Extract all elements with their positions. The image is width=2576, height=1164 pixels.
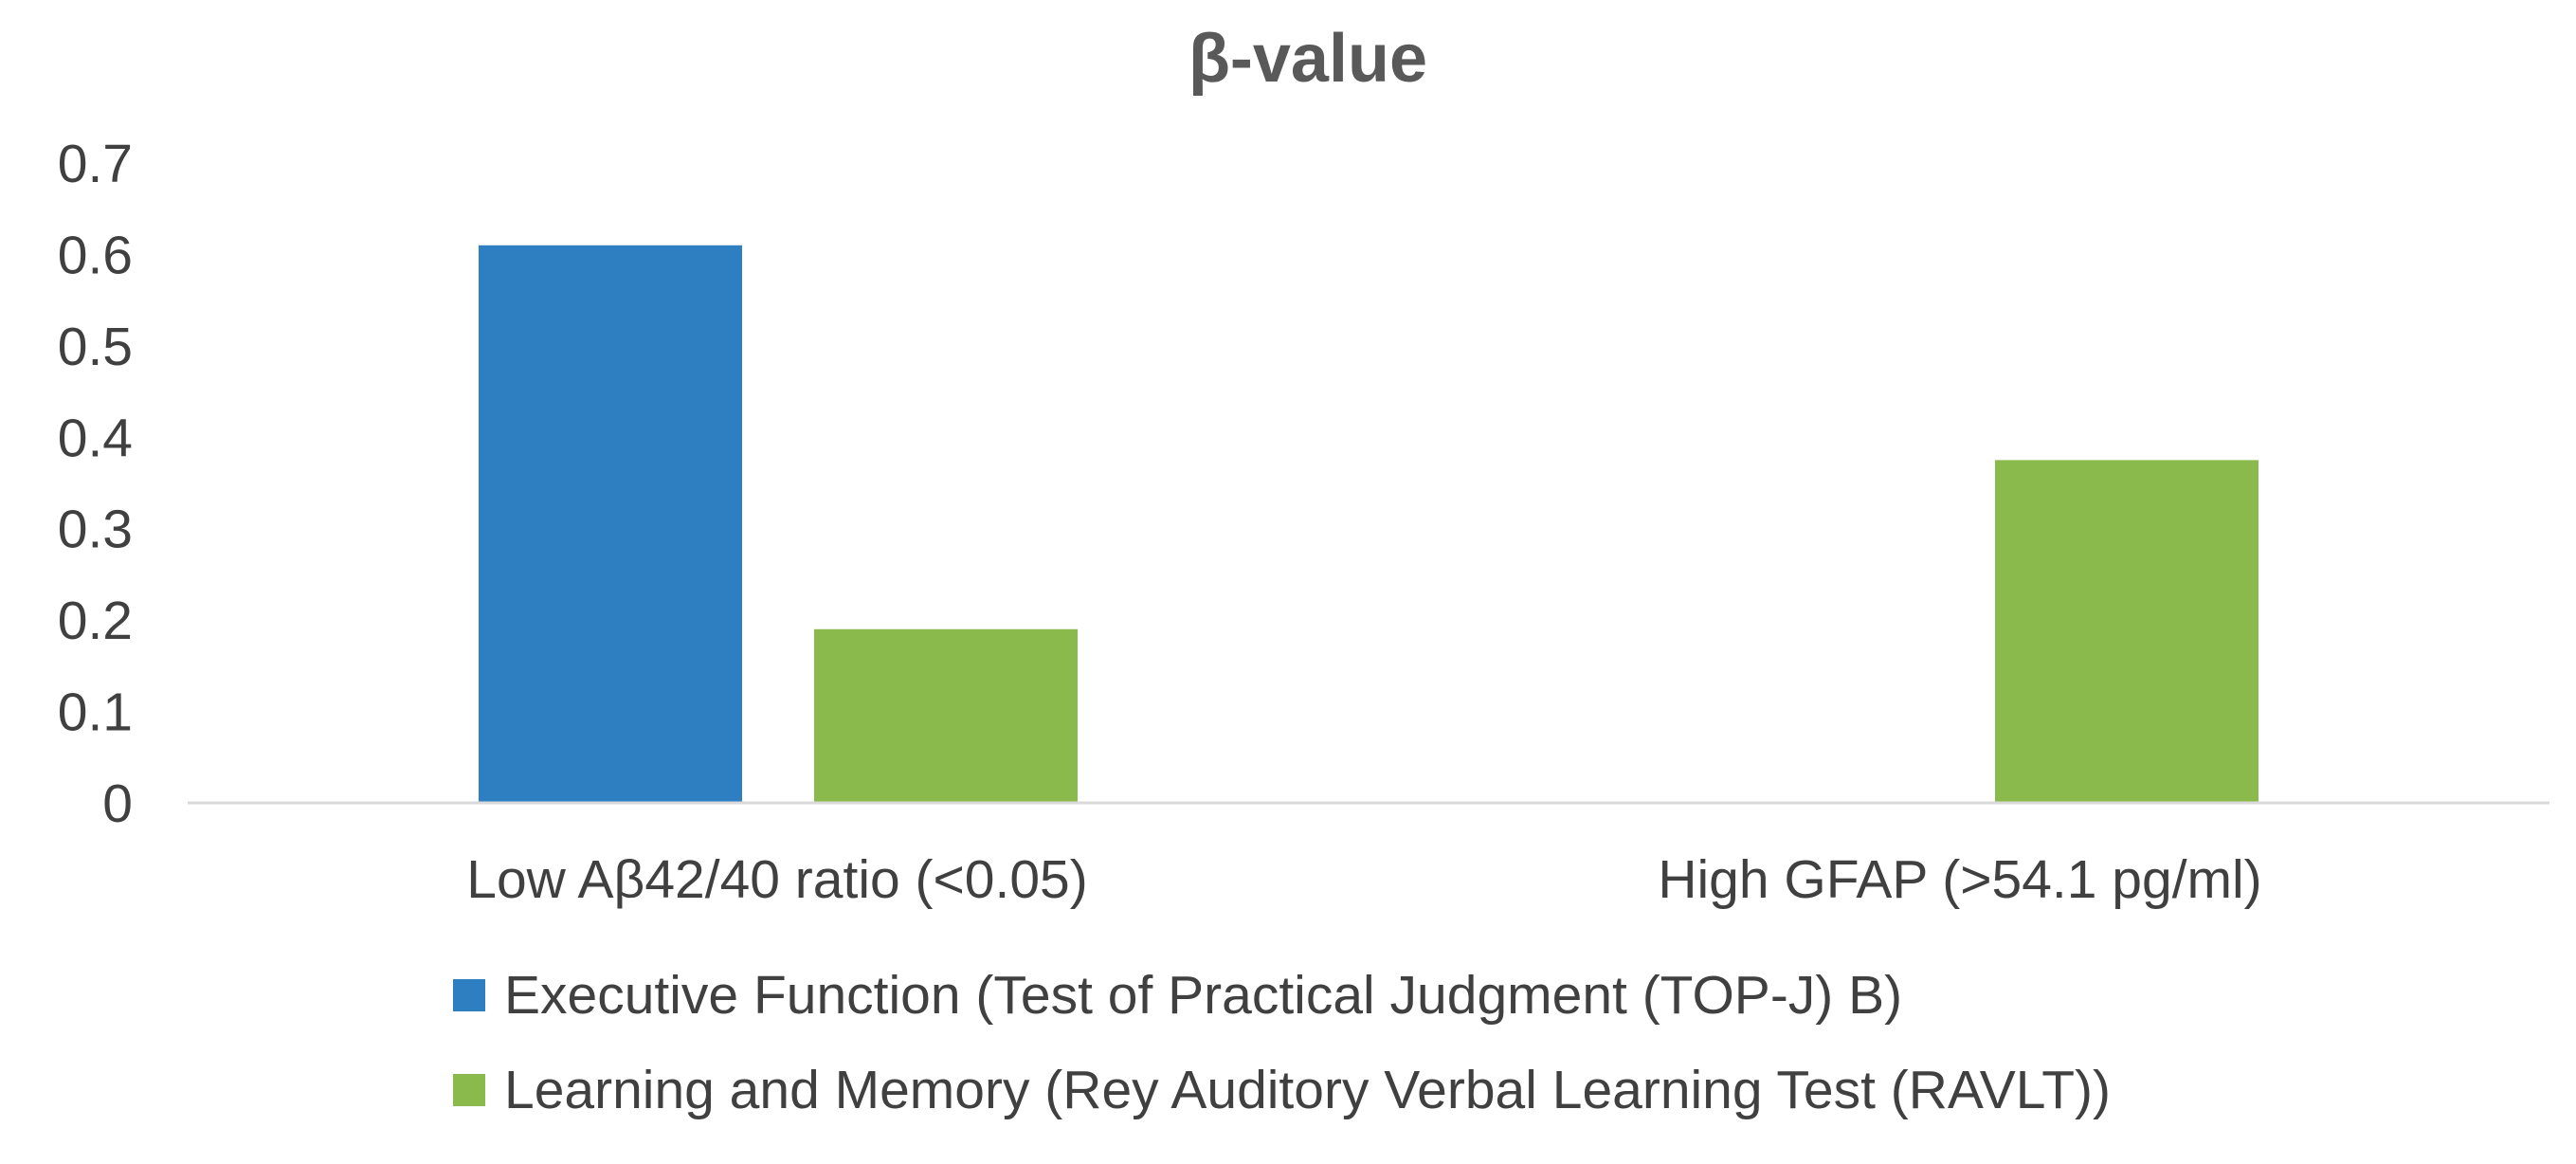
y-tick-label: 0.1 bbox=[58, 682, 133, 743]
legend-swatch-blue bbox=[453, 979, 485, 1011]
x-tick-label-0: Low Aβ42/40 ratio (<0.05) bbox=[466, 849, 1087, 910]
y-tick-label: 0.5 bbox=[58, 317, 133, 377]
y-tick-label: 0.4 bbox=[58, 408, 133, 468]
y-axis-ticks: 0 0.1 0.2 0.3 0.4 0.5 0.6 0.7 bbox=[58, 134, 133, 834]
y-tick-label: 0.7 bbox=[58, 134, 133, 194]
bar-0-1 bbox=[814, 628, 1078, 803]
legend-label: Executive Function (Test of Practical Ju… bbox=[504, 965, 1903, 1026]
legend-item-learning-memory: Learning and Memory (Rey Auditory Verbal… bbox=[453, 1043, 2111, 1137]
legend: Executive Function (Test of Practical Ju… bbox=[453, 948, 2111, 1137]
legend-label: Learning and Memory (Rey Auditory Verbal… bbox=[504, 1060, 2111, 1120]
y-tick-label: 0.2 bbox=[58, 591, 133, 651]
bar-0-0 bbox=[479, 245, 742, 803]
y-tick-label: 0.3 bbox=[58, 500, 133, 560]
y-tick-label: 0.6 bbox=[58, 225, 133, 285]
y-tick-label: 0 bbox=[102, 773, 133, 834]
legend-swatch-green bbox=[453, 1074, 485, 1106]
x-tick-label-1: High GFAP (>54.1 pg/ml) bbox=[1658, 849, 2261, 910]
legend-item-executive-function: Executive Function (Test of Practical Ju… bbox=[453, 948, 2111, 1043]
bars-group bbox=[479, 245, 2259, 803]
chart-title: β-value bbox=[1188, 21, 1427, 97]
bar-1-1 bbox=[1995, 460, 2259, 803]
